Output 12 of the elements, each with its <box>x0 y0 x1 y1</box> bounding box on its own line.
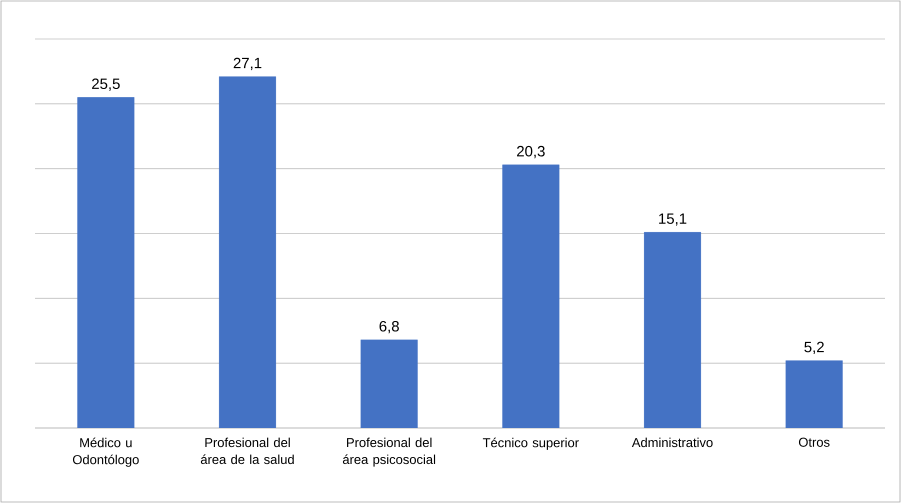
x-tick-label: Profesional del área de la salud <box>200 438 294 464</box>
data-label: 5,2 <box>804 342 824 354</box>
data-label: 15,1 <box>659 213 686 226</box>
data-label: 20,3 <box>517 146 545 158</box>
x-tick-label: Profesional del área psicosocial <box>342 438 436 467</box>
x-tick-label: Otros <box>798 438 830 447</box>
data-label: 25,5 <box>92 78 120 91</box>
x-tick-label: Médico u Odontólogo <box>72 438 139 467</box>
data-label: 6,8 <box>380 320 399 334</box>
x-tick-label: Técnico superior <box>482 438 579 450</box>
x-tick-label: Administrativo <box>632 438 713 448</box>
data-label: 27,1 <box>234 58 262 70</box>
